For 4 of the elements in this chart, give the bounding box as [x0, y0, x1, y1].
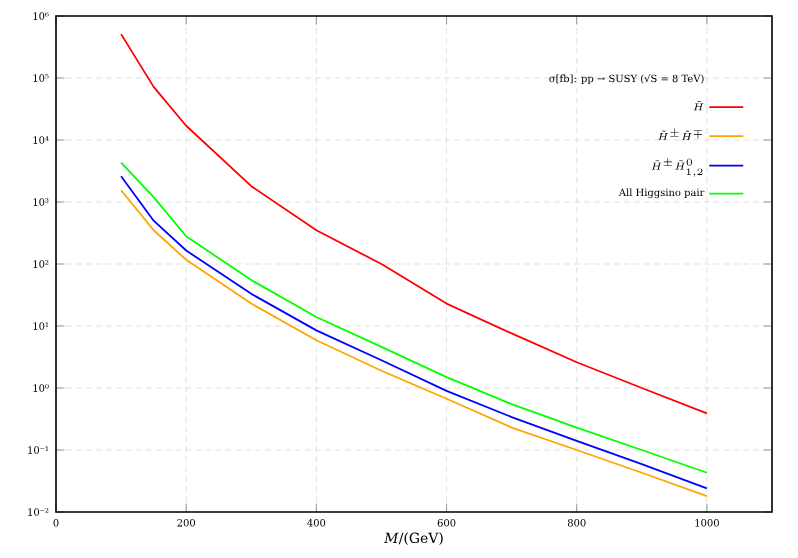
legend-label: $\tilde{H}^{\pm}\tilde{H}^{0}_{1,2}$ [651, 157, 703, 177]
legend-label: $\tilde{H}^{\pm}\tilde{H}^{\mp}$ [658, 128, 703, 140]
legend-label: $\tilde{H}$ [693, 101, 704, 111]
line-series [120, 33, 708, 415]
